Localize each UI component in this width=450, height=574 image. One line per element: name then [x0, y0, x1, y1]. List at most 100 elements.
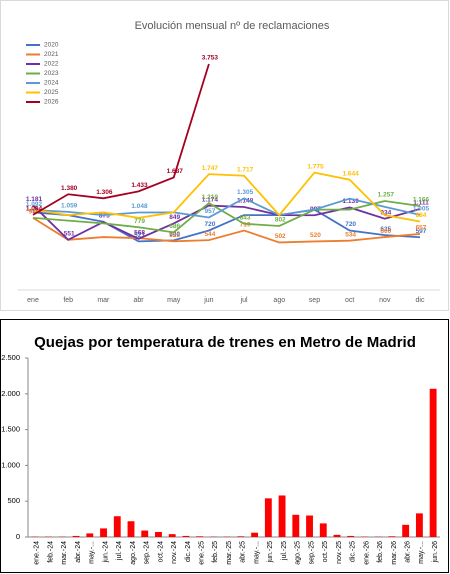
data-label: 502 [275, 233, 286, 240]
x-tick-label: mar [97, 297, 110, 304]
y-tick-label: 500 [7, 496, 20, 505]
series-line [32, 200, 421, 234]
bar [127, 521, 135, 537]
data-label: 1.092 [26, 201, 43, 208]
y-tick-label: 1.000 [1, 460, 20, 469]
bar [72, 535, 80, 537]
x-tick-label: may.-... [418, 541, 425, 564]
series-line [32, 63, 210, 216]
bar [264, 498, 272, 537]
series-line [32, 197, 421, 219]
data-label: 779 [134, 218, 145, 225]
x-tick-label: may.-... [253, 541, 260, 564]
x-tick-label: oct.-24 [157, 541, 164, 563]
data-label: 1.004 [26, 206, 43, 213]
data-label: 523 [169, 232, 180, 239]
data-label: 949 [29, 209, 40, 216]
data-label: 849 [169, 214, 180, 221]
bar [402, 524, 410, 537]
data-label: 3.753 [202, 55, 219, 62]
bar [141, 530, 149, 537]
data-label: 934 [380, 209, 391, 216]
data-label: 1.644 [342, 170, 359, 177]
data-label: 875 [99, 213, 110, 220]
data-label: 534 [345, 231, 356, 238]
data-label: 1.181 [26, 196, 43, 203]
bar [292, 514, 300, 537]
bar [306, 515, 313, 537]
bar [429, 388, 437, 537]
data-label: 1.257 [378, 192, 395, 199]
chart-title: Quejas por temperatura de trenes en Metr… [34, 334, 416, 351]
x-tick-label: ene.-24 [34, 541, 41, 565]
bar [319, 523, 327, 537]
x-tick-label: nov [379, 297, 391, 304]
data-label: 957 [204, 208, 215, 215]
y-tick-label: 2.500 [1, 353, 20, 362]
data-label: 686 [169, 223, 180, 230]
data-label: 1.219 [202, 194, 219, 201]
bar [86, 533, 94, 537]
data-label: 1.148 [237, 198, 254, 205]
data-label: 540 [169, 231, 180, 238]
bar [278, 495, 286, 537]
bar [100, 528, 107, 537]
y-tick-label: 1.500 [1, 425, 20, 434]
x-tick-label: feb [63, 297, 73, 304]
x-tick-label: ene.-25 [199, 541, 206, 565]
bar [182, 535, 190, 537]
data-label: 568 [134, 230, 145, 237]
data-label: 635 [380, 226, 391, 233]
legend-label: 2026 [44, 99, 59, 106]
x-tick-label: dic [416, 297, 425, 304]
data-label: 1.111 [413, 200, 429, 207]
x-tick-label: feb.-26 [377, 541, 384, 563]
data-label: 1.717 [237, 166, 254, 173]
data-label: 520 [310, 232, 321, 239]
legend-label: 2023 [44, 70, 59, 77]
bar [113, 516, 121, 537]
x-tick-label: may [167, 297, 181, 304]
x-tick-label: jun.-24 [102, 541, 109, 564]
chart-title: Evolución mensual nº de reclamaciones [135, 20, 330, 32]
legend-label: 2021 [44, 51, 59, 58]
legend-label: 2024 [44, 80, 59, 87]
data-label: 843 [240, 214, 251, 221]
x-tick-label: ago.-25 [295, 541, 302, 565]
bar [251, 532, 259, 537]
bar [388, 536, 396, 537]
x-tick-label: dic.-24 [185, 541, 192, 562]
data-label: 1.433 [131, 182, 148, 189]
x-tick-label: mar.-25 [226, 541, 233, 565]
x-tick-label: sep [309, 297, 320, 304]
x-tick-label: nov.-25 [336, 541, 343, 564]
data-label: 720 [204, 221, 215, 228]
chart-frame [0, 0, 449, 311]
data-label: 657 [416, 225, 427, 232]
x-tick-label: sep.-24 [144, 541, 151, 564]
data-label: 1.775 [307, 163, 324, 170]
bar [333, 534, 341, 537]
x-tick-label: jun.-26 [432, 541, 439, 564]
data-label: 1.306 [96, 189, 113, 196]
x-tick-label: abr.-26 [405, 541, 412, 563]
bar [237, 536, 245, 537]
data-label: 1.747 [202, 165, 219, 172]
x-tick-label: jun [203, 297, 213, 304]
data-label: 719 [240, 221, 251, 228]
x-tick-label: ago.-24 [130, 541, 137, 565]
x-tick-label: abr [133, 297, 144, 304]
x-tick-label: oct.-25 [322, 541, 329, 563]
y-tick-label: 2.000 [1, 389, 20, 398]
x-tick-label: sep.-25 [308, 541, 315, 564]
series-line [32, 204, 421, 241]
data-label: 1.048 [131, 203, 148, 210]
data-label: 521 [134, 232, 145, 239]
bar [415, 513, 423, 537]
data-label: 544 [204, 231, 215, 238]
series-line [32, 217, 421, 244]
legend-label: 2020 [44, 42, 59, 49]
data-label: 884 [416, 212, 427, 219]
chart-frame [0, 319, 449, 573]
